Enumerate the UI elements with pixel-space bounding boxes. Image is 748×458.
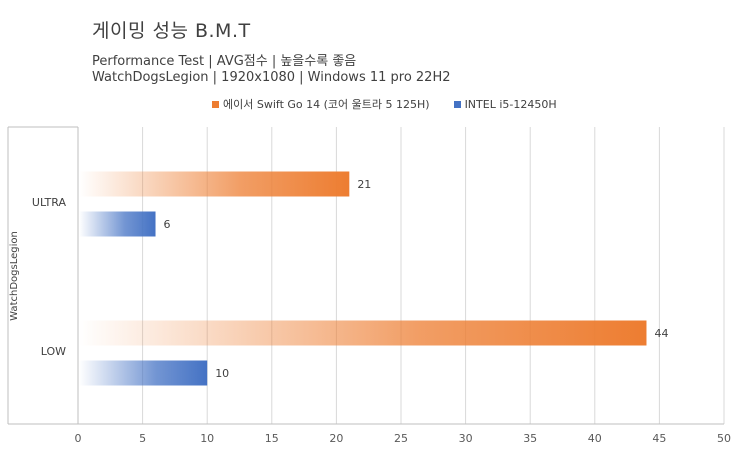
chart-legend: 에이서 Swift Go 14 (코어 울트라 5 125H) INTEL i5… [212, 96, 557, 112]
data-label: 21 [357, 178, 371, 191]
x-tick-label: 40 [588, 432, 602, 445]
legend-label-series-2: INTEL i5-12450H [464, 97, 557, 111]
x-tick-label: 30 [459, 432, 473, 445]
x-tick-label: 45 [652, 432, 666, 445]
legend-item-series-1: 에이서 Swift Go 14 (코어 울트라 5 125H) [212, 96, 430, 112]
data-label: 6 [164, 218, 171, 231]
legend-swatch-series-1 [212, 100, 219, 108]
data-label: 10 [215, 367, 229, 380]
legend-label-series-1: 에이서 Swift Go 14 (코어 울트라 5 125H) [223, 98, 430, 111]
x-tick-label: 15 [265, 432, 279, 445]
x-tick-label: 20 [329, 432, 343, 445]
group-axis-label: WatchDogsLegion [9, 231, 20, 321]
x-tick-label: 10 [200, 432, 214, 445]
legend-swatch-series-2 [453, 100, 461, 108]
chart-subtitle-2: WatchDogsLegion | 1920x1080 | Windows 11… [92, 70, 451, 85]
x-tick-label: 25 [394, 432, 408, 445]
bar-ultra-series-1 [79, 171, 350, 197]
x-tick-label: 5 [139, 432, 146, 445]
x-tick-label: 35 [523, 432, 537, 445]
x-tick-label: 50 [717, 432, 731, 445]
x-tick-label: 0 [75, 432, 82, 445]
legend-item-series-2: INTEL i5-12450H [453, 96, 557, 112]
chart-subtitle-1: Performance Test | AVG점수 | 높을수록 좋음 [92, 54, 357, 69]
category-label: LOW [41, 345, 66, 358]
bar-ultra-series-2 [79, 211, 156, 237]
data-label: 44 [654, 327, 668, 340]
chart-title: 게이밍 성능 B.M.T [92, 20, 251, 42]
category-label: ULTRA [32, 196, 67, 209]
bar-low-series-1 [79, 320, 647, 346]
bar-low-series-2 [79, 360, 208, 386]
